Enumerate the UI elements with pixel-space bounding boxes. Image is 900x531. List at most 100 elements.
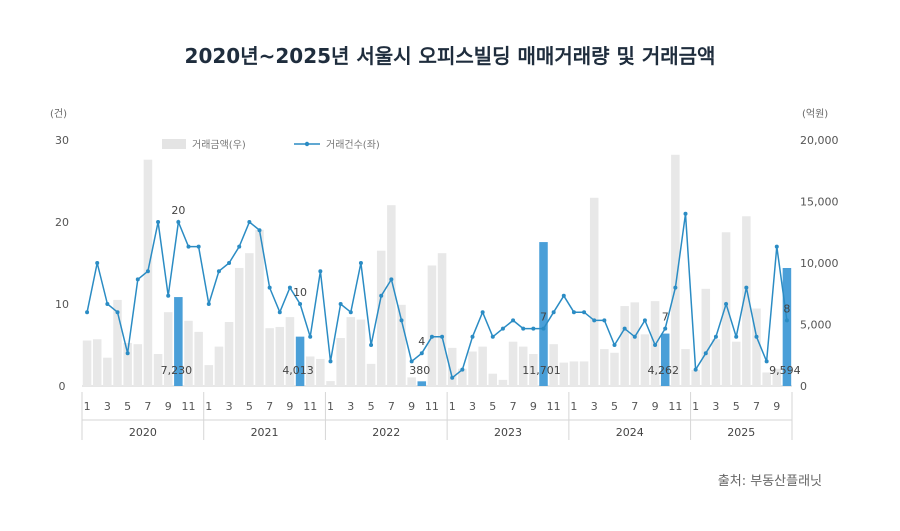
bar	[427, 265, 437, 386]
line-point	[511, 318, 516, 323]
year-label: 2025	[727, 426, 755, 439]
line-point	[135, 277, 140, 282]
amount-data-label: 7,230	[161, 364, 193, 377]
line-point	[287, 285, 292, 290]
bar	[742, 216, 751, 386]
line-point	[632, 334, 637, 339]
bar-highlight	[539, 242, 548, 386]
right-axis-unit: (억원)	[802, 108, 828, 120]
bar-highlight	[295, 336, 305, 386]
line-point	[693, 367, 698, 372]
month-tick-label: 1	[449, 400, 456, 413]
month-tick-label: 11	[547, 400, 561, 413]
line-point	[521, 326, 526, 331]
month-tick-label: 11	[303, 400, 317, 413]
bar	[579, 361, 589, 386]
month-tick-label: 9	[652, 400, 659, 413]
line-point	[571, 310, 576, 315]
line-point	[764, 359, 769, 364]
line-point	[582, 310, 587, 315]
month-tick-label: 7	[631, 400, 638, 413]
bar	[255, 229, 264, 386]
line-point	[257, 228, 262, 233]
bar	[326, 381, 335, 386]
month-tick-label: 11	[668, 400, 682, 413]
line-point	[156, 220, 161, 224]
month-tick-label: 1	[327, 400, 334, 413]
bar	[305, 356, 315, 386]
month-tick-label: 9	[408, 400, 415, 413]
line-point	[379, 293, 384, 298]
line-point	[713, 334, 718, 339]
legend: 거래금액(우) 거래건수(좌)	[162, 139, 380, 151]
bar	[772, 368, 782, 386]
bar	[701, 288, 711, 386]
line-point	[399, 318, 404, 323]
line-point	[612, 343, 617, 347]
line-point	[318, 269, 323, 274]
line-point	[490, 334, 495, 339]
line-point	[115, 310, 120, 315]
bar	[529, 354, 538, 386]
bar-highlight	[660, 333, 670, 386]
count-line	[86, 213, 788, 380]
line-point	[247, 220, 252, 224]
bar	[610, 352, 619, 386]
bar	[518, 346, 528, 386]
bar	[133, 344, 143, 386]
year-label: 2023	[494, 426, 522, 439]
amount-data-label: 4,262	[647, 364, 679, 377]
legend-line-label: 거래건수(좌)	[326, 139, 380, 151]
line-point	[409, 359, 414, 364]
bar	[549, 344, 558, 386]
line-point	[186, 244, 191, 249]
bar	[204, 365, 214, 386]
bar	[478, 346, 487, 386]
line-point	[308, 334, 313, 339]
line-point	[734, 334, 739, 339]
count-data-label: 7	[540, 311, 547, 324]
legend-bar-swatch	[162, 139, 186, 149]
bar	[153, 354, 163, 386]
line-point	[358, 261, 363, 265]
bar	[275, 326, 285, 386]
bar	[265, 328, 274, 386]
bar	[569, 361, 579, 386]
line-point	[754, 334, 759, 339]
line-point	[663, 326, 668, 331]
line-point	[541, 326, 546, 331]
bar	[163, 312, 173, 386]
bar	[92, 339, 102, 386]
year-label: 2022	[372, 426, 400, 439]
bar	[123, 342, 132, 386]
count-data-label: 7	[662, 311, 669, 324]
bar	[640, 334, 650, 386]
amount-data-label: 11,701	[522, 364, 561, 377]
line-point	[450, 375, 455, 380]
count-data-label: 8	[783, 302, 790, 315]
month-tick-label: 5	[368, 400, 375, 413]
bar-highlight	[782, 267, 792, 386]
bar	[184, 320, 193, 386]
month-tick-label: 7	[388, 400, 395, 413]
month-tick-label: 1	[84, 400, 91, 413]
year-label: 2021	[251, 426, 279, 439]
amount-data-label: 4,013	[282, 364, 314, 377]
line-point	[389, 277, 394, 282]
right-tick-label: 0	[800, 380, 807, 393]
chart-title: 2020년~2025년 서울시 오피스빌딩 매매거래량 및 거래금액	[184, 44, 716, 68]
bar	[397, 304, 406, 386]
labels-group: 7,230 20 4,013 10 380 4 11,701 7 4,262 7 9,594 8	[161, 204, 801, 377]
line-point	[500, 326, 505, 331]
line-point	[237, 244, 242, 249]
bar	[620, 306, 629, 386]
line-point	[227, 261, 232, 265]
bar	[376, 250, 386, 386]
line-point	[724, 302, 729, 306]
right-tick-label: 15,000	[800, 196, 839, 209]
line-point	[196, 244, 201, 249]
bar	[589, 197, 599, 386]
left-tick-label: 0	[59, 380, 66, 393]
bar	[82, 340, 92, 386]
bars-group	[82, 154, 792, 386]
